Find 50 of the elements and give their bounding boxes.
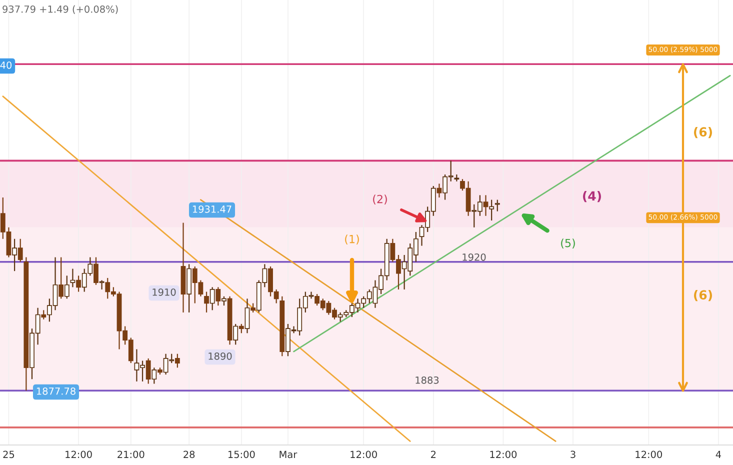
candlestick [436,183,442,198]
candlestick [12,238,17,272]
candlestick [216,286,221,306]
candlestick [76,275,81,292]
candlestick [152,367,157,384]
annotation: 1883 [416,376,439,384]
x-tick-label: 21:00 [118,450,144,458]
annotation: (6) [694,290,712,302]
candlestick [94,256,98,286]
text: 40 [0,61,12,69]
annotation: (5) [561,238,575,249]
text: (6) [694,126,712,138]
candlestick [174,353,180,368]
x-tick-label: Mar [280,450,298,458]
annotation: 1910 [152,288,176,296]
candlestick [244,298,250,334]
x-tick-label: 3 [570,450,576,458]
x-tick-label: 25 [3,450,14,458]
annotation: 1931.47 [192,205,232,213]
x-tick-label: 2 [431,450,436,458]
candlestick [18,238,23,262]
x-tick-label: 12:00 [490,450,517,458]
x-tick-label: 15:00 [228,450,255,458]
x-tick-label: 12:00 [66,450,92,458]
candlestick [70,268,76,288]
annotation: (4) [583,190,601,202]
candlestick [250,302,256,314]
candlestick [99,280,104,290]
annotation: 1877.78 [36,387,76,395]
candlestick [233,323,238,346]
candlestick [146,358,151,384]
candlestick [58,256,64,300]
candlestick [489,199,494,222]
candlestick [64,275,70,300]
candlestick [210,286,215,311]
annotation: 1920 [462,253,486,261]
x-tick-label: 12:00 [636,450,662,458]
x-tick-label: 12:00 [350,450,377,458]
text: 937.79 +1.49 (+0.08%) [2,5,118,14]
candlestick [494,199,500,212]
candlestick [222,296,226,306]
candlestick [483,194,488,216]
annotation: 1890 [208,352,232,360]
candlestick [238,323,244,334]
candlestick [41,310,46,320]
x-tick-label: 28 [184,450,195,458]
annotation: (1) [345,234,359,245]
annotation: (2) [373,194,387,205]
candlestick [204,291,209,314]
x-tick-label: 4 [716,450,722,458]
